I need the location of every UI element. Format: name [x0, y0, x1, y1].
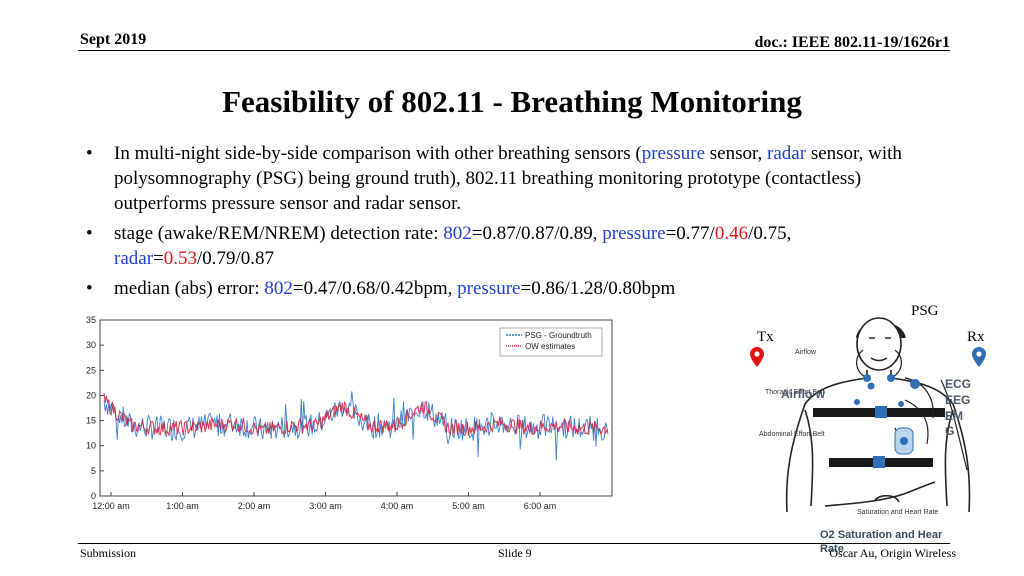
o2-saturation-caption: O2 Saturation and Hear Rate — [820, 529, 943, 555]
y-tick-label: 35 — [86, 315, 96, 325]
psg-setup-figure: PSG Tx Rx Ai — [750, 303, 986, 516]
person-illustration — [785, 317, 971, 513]
x-tick-label: 12:00 am — [92, 501, 130, 511]
x-tick-label: 6:00 am — [524, 501, 557, 511]
footer-slide-number: Slide 9 — [498, 546, 532, 560]
plot-frame — [99, 319, 613, 497]
em-label: EM — [945, 409, 963, 423]
x-tick-label: 1:00 am — [166, 501, 199, 511]
x-tick-label: 3:00 am — [309, 501, 342, 511]
legend-label: PSG - Groundtruth — [525, 331, 592, 340]
rx-marker-icon — [972, 347, 986, 367]
y-tick-label: 20 — [86, 390, 96, 400]
abdominal-effort-belt — [829, 456, 933, 468]
header-divider — [78, 50, 950, 51]
legend-label: OW estimates — [525, 342, 575, 351]
tx-label: Tx — [757, 329, 774, 345]
bullet-list: • In multi-night side-by-side comparison … — [82, 141, 912, 306]
series-line-psg — [103, 391, 609, 461]
footer-divider — [78, 543, 950, 544]
footer-author: Oscar Au, Origin Wireless — [829, 546, 956, 560]
footer-submission: Submission — [80, 546, 137, 560]
y-tick-label: 0 — [91, 491, 96, 501]
header-doc-id: doc.: IEEE 802.11-19/1626r1 — [754, 34, 950, 51]
breathing-rate-chart: 0 5 10 15 20 25 30 35 12:00 am 1:00 am 2:00 am 3:00… — [86, 315, 613, 511]
bullet-stage-detection: • stage (awake/REM/NREM) detection rate: … — [86, 223, 792, 269]
rx-label: Rx — [967, 329, 985, 345]
y-tick-label: 5 — [91, 466, 96, 476]
airflow-label: Airflow — [795, 349, 817, 356]
thoracic-belt-label: Thoracic Effort Belt — [765, 389, 824, 396]
y-tick-label: 15 — [86, 416, 96, 426]
sensor-pads — [854, 374, 920, 455]
bullet-comparison: • In multi-night side-by-side comparison … — [86, 143, 902, 214]
g-label: G — [945, 424, 954, 438]
bullet-median-error: • median (abs) error: 802=0.47/0.68/0.42b… — [86, 278, 676, 299]
slide-title: Feasibility of 802.11 - Breathing Monito… — [222, 84, 802, 119]
tx-marker-icon — [750, 347, 764, 367]
x-tick-label: 5:00 am — [452, 501, 485, 511]
y-tick-label: 25 — [86, 365, 96, 375]
abdominal-belt-label: Abdominal Effort Belt — [759, 431, 825, 438]
y-tick-label: 10 — [86, 441, 96, 451]
eeg-label: EEG — [945, 393, 970, 407]
legend-box — [499, 327, 603, 357]
x-tick-label: 2:00 am — [238, 501, 271, 511]
thoracic-effort-belt — [813, 406, 945, 418]
ecg-label: ECG — [945, 377, 971, 391]
series-line-ow — [103, 392, 609, 437]
airflow-overlay-label: Airflo w — [781, 387, 826, 401]
saturation-label: Saturation and Heart Rate — [857, 509, 938, 516]
header-date: Sept 2019 — [80, 31, 147, 48]
y-tick-label: 30 — [86, 340, 96, 350]
psg-label: PSG — [911, 303, 939, 319]
x-tick-label: 4:00 am — [381, 501, 414, 511]
